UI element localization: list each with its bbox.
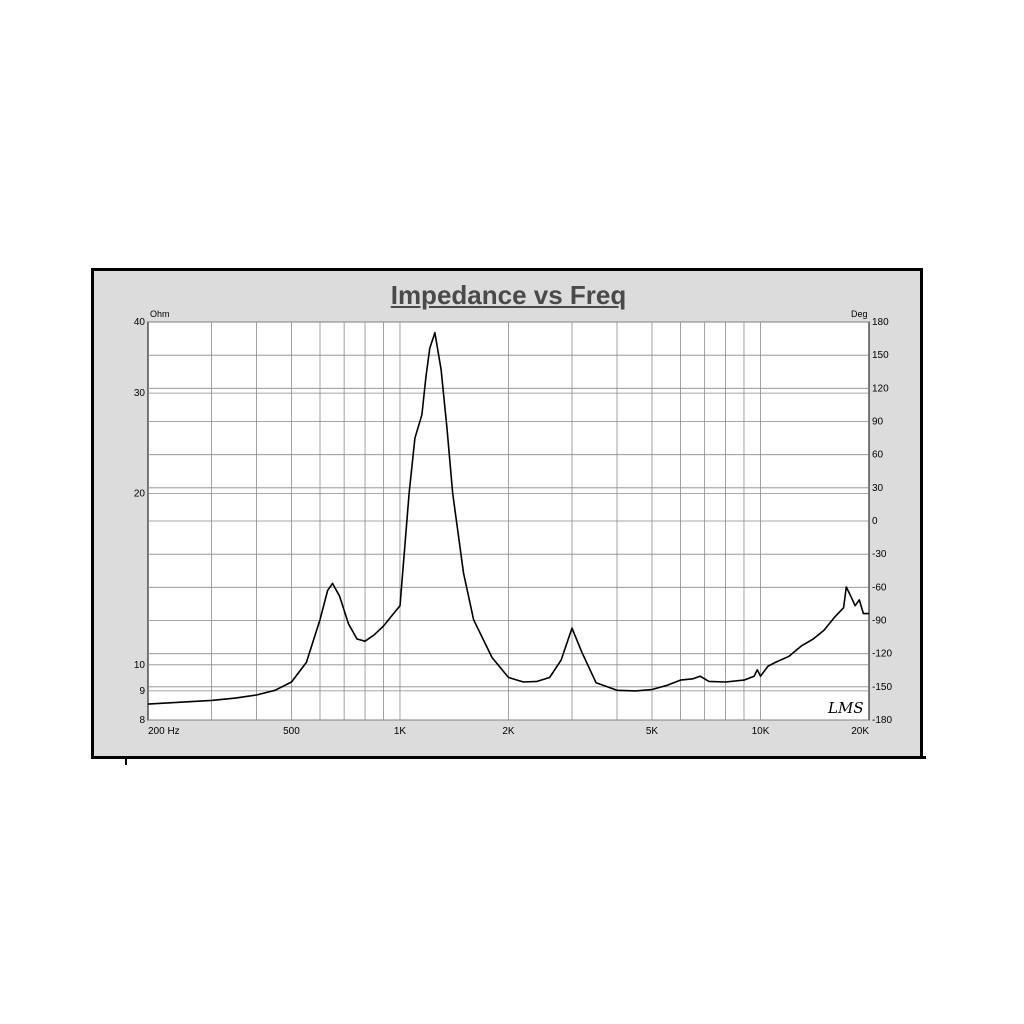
- right-tick-label: -30: [872, 549, 887, 560]
- right-axis-ticks: 180 150 120 90 60 30 0 -30 -60 -90 -120 -150 -180: [872, 317, 892, 726]
- x-axis-ticks: 200 Hz 500 1K 2K 5K 10K 20K: [148, 726, 869, 737]
- chart-title: Impedance vs Freq: [390, 280, 627, 310]
- right-tick-label: -90: [872, 616, 887, 627]
- impedance-series-line: [147, 331, 869, 705]
- right-tick-label: -120: [872, 649, 892, 660]
- left-tick-label: 10: [134, 660, 146, 671]
- panel-corner-tick: [125, 759, 127, 765]
- left-tick-label: 9: [139, 686, 145, 697]
- left-tick-label: 30: [134, 388, 146, 399]
- right-tick-label: 120: [872, 383, 889, 394]
- right-tick-label: -60: [872, 582, 887, 593]
- lms-annotation-text: LMS: [827, 699, 864, 717]
- x-tick-label: 5K: [646, 726, 659, 737]
- right-tick-label: 180: [872, 317, 889, 328]
- right-tick-label: 60: [872, 450, 884, 461]
- series-layer: [147, 331, 869, 705]
- left-tick-label: 40: [134, 317, 146, 328]
- right-tick-label: 150: [872, 350, 889, 361]
- x-tick-label: 10K: [752, 726, 770, 737]
- left-tick-label: 8: [139, 715, 145, 726]
- grid: [148, 321, 869, 721]
- x-tick-label: 2K: [502, 726, 515, 737]
- panel-bottom-border: [91, 756, 926, 759]
- right-tick-label: 0: [872, 516, 878, 527]
- right-tick-label: 90: [872, 417, 884, 428]
- right-tick-label: -180: [872, 715, 892, 726]
- left-tick-label: 20: [134, 488, 146, 499]
- x-tick-label: 200 Hz: [148, 726, 180, 737]
- left-axis-ticks: 8 9 10 20 30 40: [134, 317, 146, 726]
- x-tick-label: 20K: [851, 726, 869, 737]
- lms-annotation: LMS: [827, 699, 864, 717]
- right-tick-label: 30: [872, 483, 884, 494]
- left-axis-unit: Ohm: [150, 309, 170, 319]
- x-tick-label: 1K: [394, 726, 407, 737]
- right-tick-label: -150: [872, 682, 892, 693]
- right-axis-unit: Deg: [851, 309, 868, 319]
- x-tick-label: 500: [283, 726, 300, 737]
